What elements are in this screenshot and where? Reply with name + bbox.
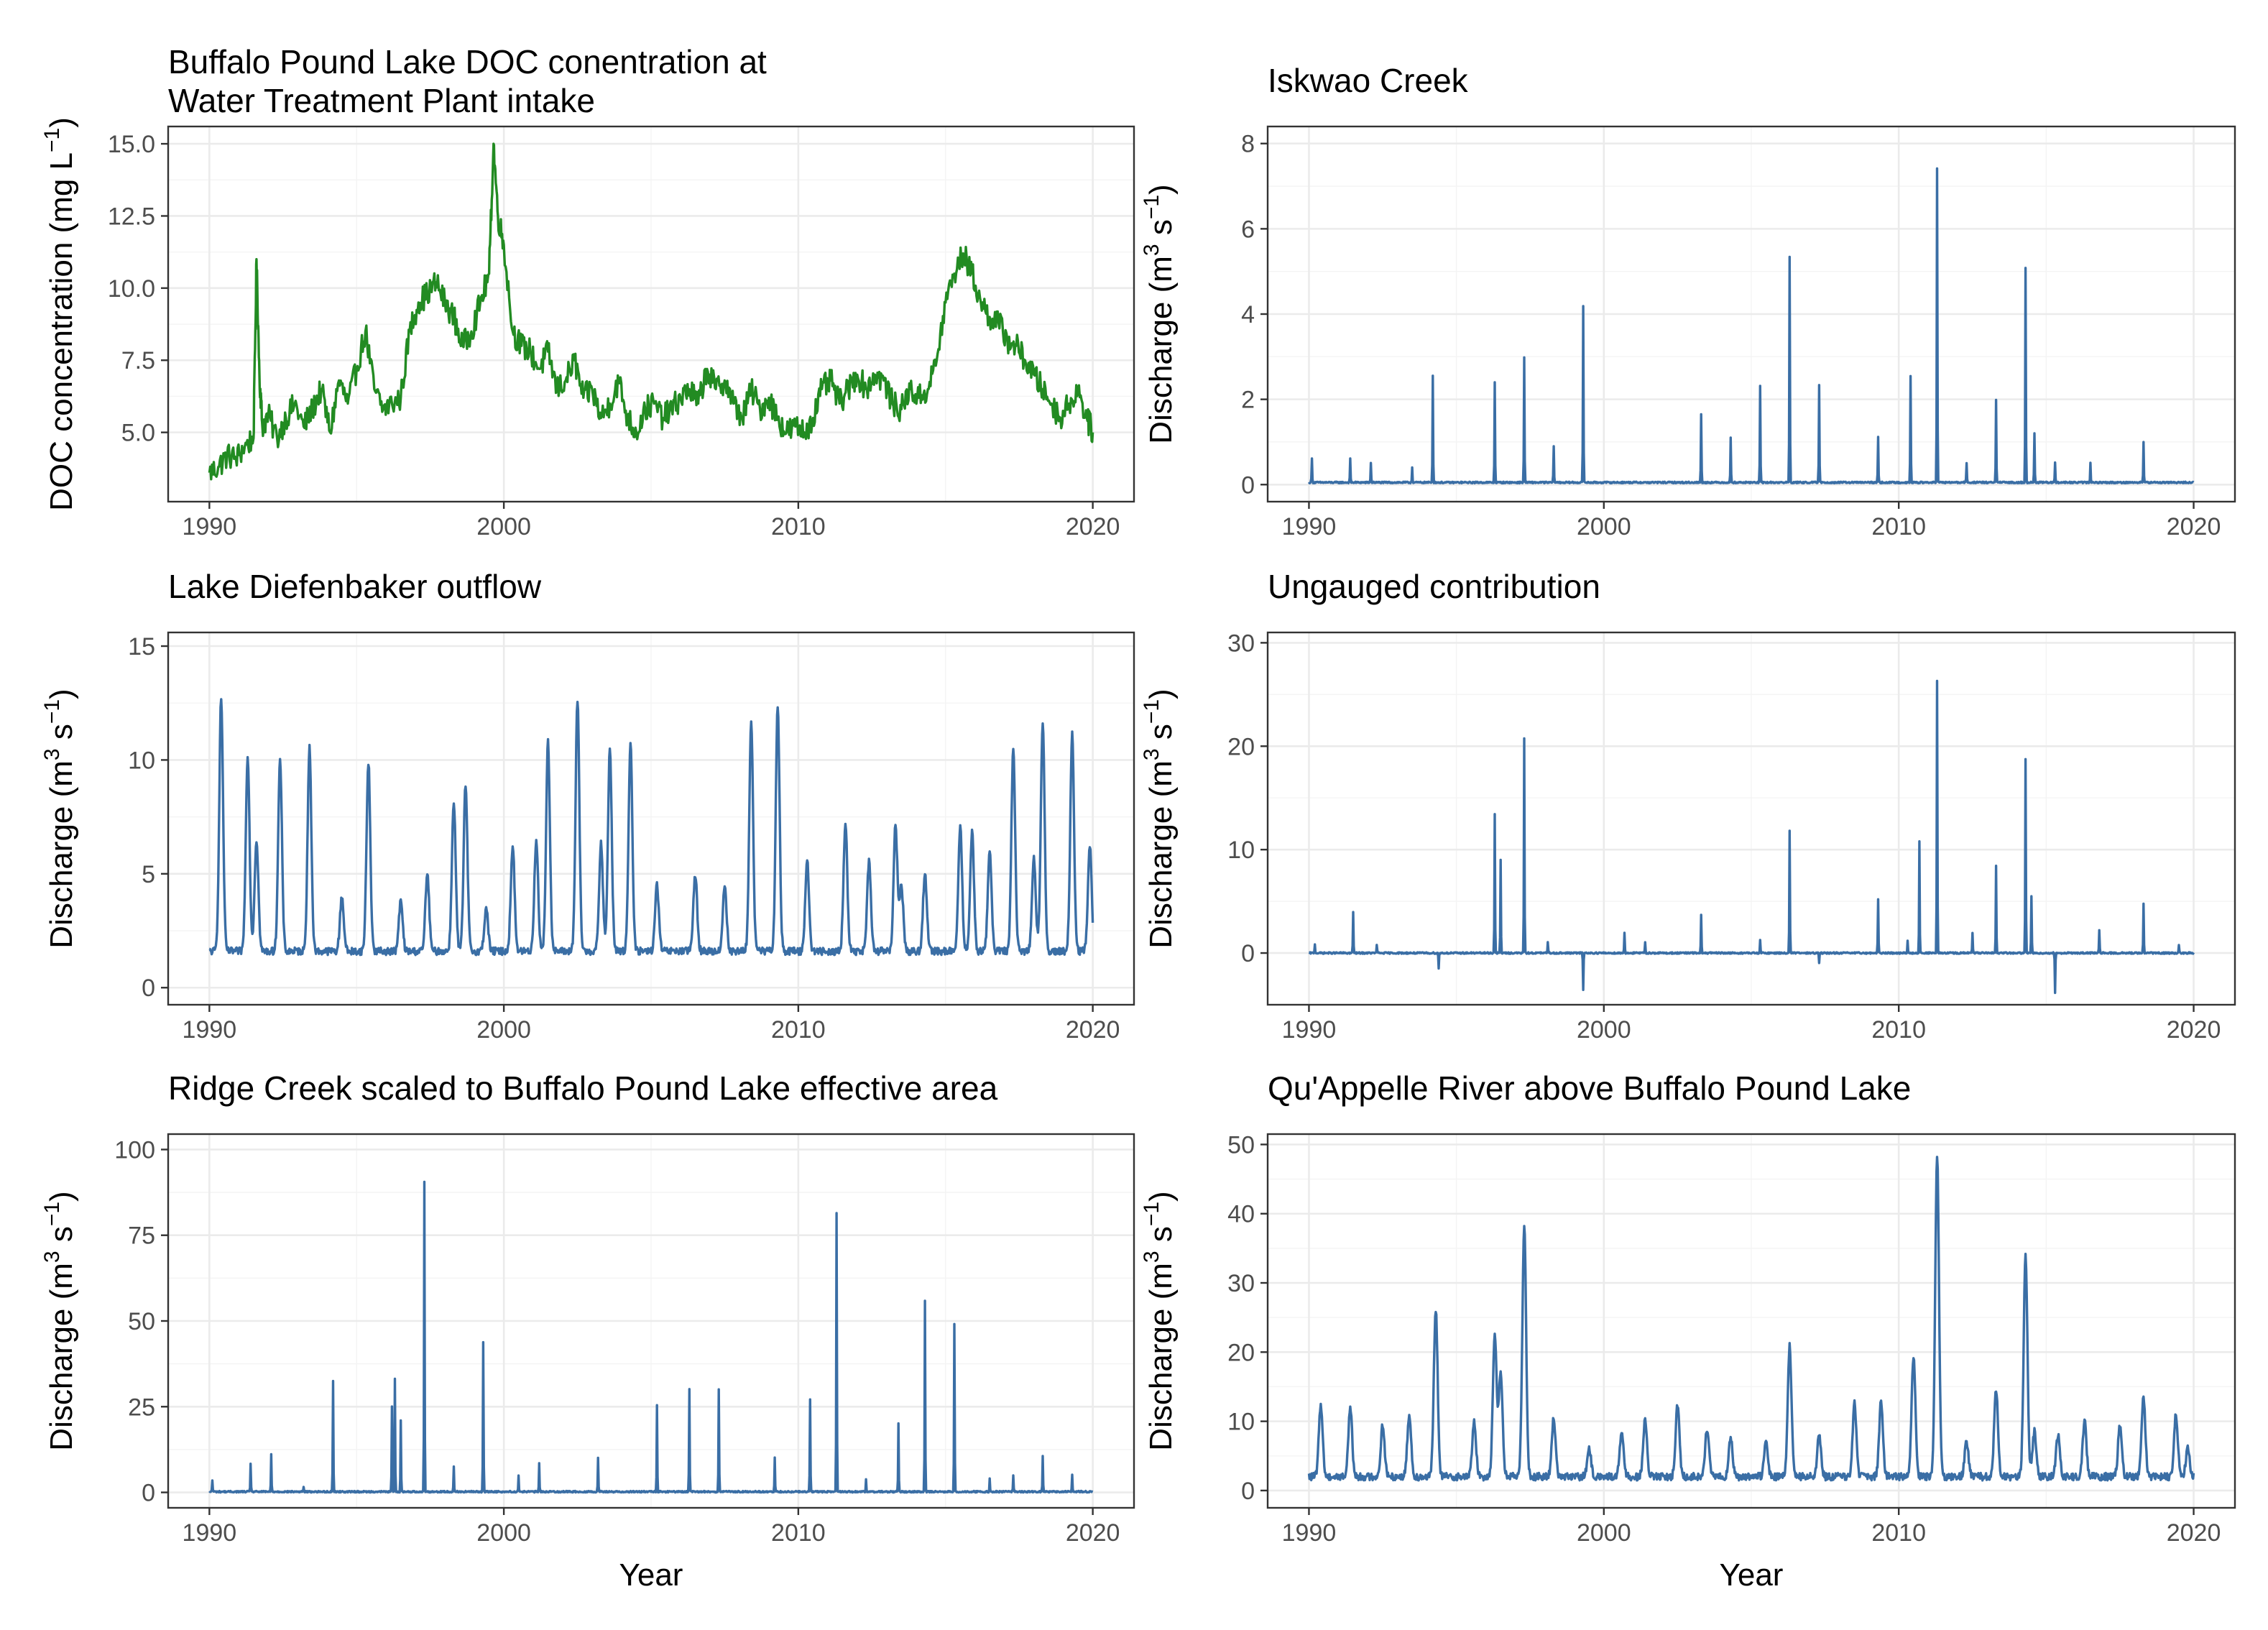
panel-quappelle: 1990 2000 2010 2020 0 10 20 30 40 50 Qu'Appelle Ri…: [1140, 1069, 2236, 1593]
panel-title: Qu'Appelle River above Buffalo Pound Lak…: [1268, 1069, 1911, 1107]
y-tick-label: 40: [1227, 1201, 1255, 1228]
grid: [168, 1134, 1134, 1508]
grid: [1268, 126, 2235, 502]
y-tick-label: 10.0: [108, 275, 155, 303]
y-tick-label: 50: [128, 1308, 155, 1335]
panel-title: Lake Diefenbaker outflow: [168, 568, 542, 605]
y-tick-label: 5: [142, 861, 155, 888]
y-tick-label: 2: [1241, 387, 1255, 414]
y-tick-label: 5.0: [121, 420, 155, 447]
series-line: [208, 698, 1094, 957]
y-axis-label: Discharge (m3 s−1): [1140, 689, 1179, 948]
x-tick-label: 2020: [2167, 513, 2221, 540]
series-line: [1308, 167, 2195, 485]
y-tick-label: 6: [1241, 216, 1255, 243]
x-tick-label: 2000: [476, 1016, 531, 1044]
y-axis-label: Discharge (m3 s−1): [1140, 184, 1179, 443]
y-axis-label: Discharge (m3 s−1): [1140, 1191, 1179, 1450]
x-tick-label: 2010: [1871, 1016, 1926, 1044]
y-tick-label: 12.5: [108, 203, 155, 230]
x-tick-label: 2010: [771, 1519, 826, 1547]
panel-iskwao: 1990 2000 2010 2020 0 2 4 6 8 Iskwao Creek Dischar…: [1140, 62, 2236, 540]
y-tick-label: 0: [1241, 1478, 1255, 1505]
y-tick-label: 8: [1241, 131, 1255, 158]
panel-border: [1266, 1133, 2236, 1509]
y-tick-label: 30: [1227, 1270, 1255, 1297]
series-line: [208, 1180, 1094, 1494]
x-tick-label: 1990: [1282, 1016, 1337, 1044]
panel-title: Water Treatment Plant intake: [168, 82, 595, 119]
y-tick-label: 10: [1227, 837, 1255, 864]
x-tick-label: 2010: [1871, 1519, 1926, 1547]
y-tick-label: 0: [1241, 940, 1255, 967]
series-line: [1308, 679, 2195, 995]
x-tick-label: 1990: [1282, 513, 1337, 540]
y-tick-label: 0: [142, 1480, 155, 1507]
panel-border: [167, 125, 1135, 503]
y-tick-label: 4: [1241, 301, 1255, 328]
y-tick-label: 100: [114, 1136, 155, 1164]
x-tick-label: 2020: [1066, 1016, 1120, 1044]
x-tick-label: 1990: [183, 513, 237, 540]
panel-ungauged: 1990 2000 2010 2020 0 10 20 30 Ungauged contribu…: [1140, 568, 2236, 1044]
y-axis-label: Discharge (m3 s−1): [40, 689, 79, 948]
panel-title: Iskwao Creek: [1268, 62, 1469, 99]
panel-ridge: 1990 2000 2010 2020 0 25 50 75 100 Ridge Creek sc…: [40, 1069, 1135, 1593]
panel-border: [1266, 631, 2236, 1006]
y-tick-label: 10: [1227, 1409, 1255, 1436]
x-tick-label: 2020: [1066, 513, 1120, 540]
y-tick-label: 0: [1241, 471, 1255, 499]
panel-title: Ungauged contribution: [1268, 568, 1600, 605]
panel-doc: 1990 2000 2010 2020 5.0 7.5 10.0 12.5 15.0 Buffal…: [40, 43, 1135, 540]
x-axis-title: Year: [619, 1557, 683, 1593]
y-tick-label: 25: [128, 1394, 155, 1421]
y-tick-label: 30: [1227, 630, 1255, 657]
x-tick-label: 2020: [1066, 1519, 1120, 1547]
x-tick-label: 1990: [183, 1016, 237, 1044]
x-tick-label: 2020: [2167, 1016, 2221, 1044]
x-tick-label: 2000: [1577, 513, 1631, 540]
grid: [1268, 632, 2235, 1005]
x-axis-title: Year: [1720, 1557, 1784, 1593]
series-line: [1307, 1156, 2195, 1482]
x-tick-label: 1990: [183, 1519, 237, 1547]
x-tick-label: 2000: [476, 1519, 531, 1547]
x-tick-label: 2010: [771, 1016, 826, 1044]
x-tick-label: 1990: [1282, 1519, 1337, 1547]
y-tick-label: 15: [128, 633, 155, 660]
y-tick-label: 75: [128, 1222, 155, 1250]
x-tick-label: 2010: [1871, 513, 1926, 540]
y-tick-label: 10: [128, 747, 155, 774]
y-axis-label: Discharge (m3 s−1): [40, 1191, 79, 1450]
y-tick-label: 20: [1227, 1339, 1255, 1366]
panel-title: Ridge Creek scaled to Buffalo Pound Lake…: [168, 1069, 998, 1107]
grid: [168, 632, 1134, 1005]
x-tick-label: 2000: [1577, 1519, 1631, 1547]
y-axis-label: DOC concentration (mg L−1): [40, 117, 79, 511]
x-tick-label: 2020: [2167, 1519, 2221, 1547]
y-tick-label: 0: [142, 975, 155, 1002]
grid: [1268, 1134, 2235, 1508]
y-tick-label: 50: [1227, 1131, 1255, 1159]
panel-diefenbaker: 1990 2000 2010 2020 0 5 10 15 Lake Diefenbaker o…: [40, 568, 1135, 1044]
x-tick-label: 2010: [771, 513, 826, 540]
x-tick-label: 2000: [476, 513, 531, 540]
y-tick-label: 15.0: [108, 131, 155, 158]
panel-border: [167, 631, 1135, 1006]
y-tick-label: 7.5: [121, 347, 155, 374]
panel-title: Buffalo Pound Lake DOC conentration at: [168, 43, 767, 80]
y-tick-label: 20: [1227, 733, 1255, 760]
x-tick-label: 2000: [1577, 1016, 1631, 1044]
series-line: [208, 142, 1094, 481]
